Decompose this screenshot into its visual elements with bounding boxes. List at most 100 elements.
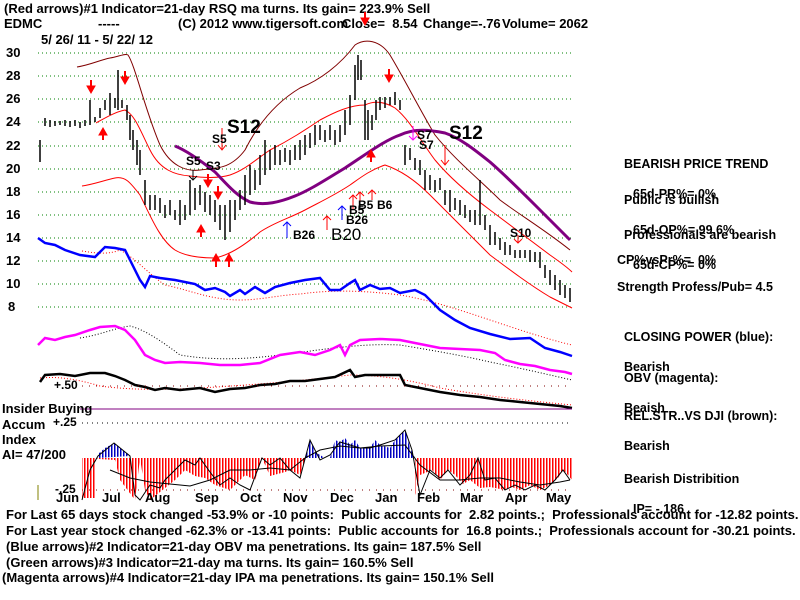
obv-line — [37, 324, 573, 376]
closing-power-block: CLOSING POWER (blue): Bearish — [617, 315, 773, 375]
svg-text:B26: B26 — [346, 213, 368, 227]
lower-band — [81, 164, 573, 309]
strength-ratio: Strength Profess/Pub= 4.5 — [617, 280, 773, 294]
svg-text:8: 8 — [8, 299, 15, 314]
ticker-dashes: ----- — [98, 16, 120, 31]
svg-text:14: 14 — [6, 230, 21, 245]
relstr-value: Bearish — [623, 439, 670, 453]
svg-text:S5: S5 — [212, 132, 227, 146]
svg-text:Feb: Feb — [417, 490, 440, 505]
svg-text:24: 24 — [6, 114, 21, 129]
svg-text:S7: S7 — [419, 138, 434, 152]
relstr-line — [38, 368, 573, 410]
svg-text:28: 28 — [6, 68, 20, 83]
index-label: Index — [2, 432, 36, 447]
cp-vs-pr: CP%vsPr%= 0% — [617, 253, 717, 267]
closing-power-line — [37, 236, 573, 358]
insider-buying-label: Insider Buying — [2, 401, 93, 416]
svg-text:Jan: Jan — [375, 490, 397, 505]
close-value: Close= 8.54 — [342, 16, 418, 31]
svg-text:May: May — [546, 490, 572, 505]
public-value: 65d-OP%= 99.6% — [633, 223, 735, 237]
price-trend-value: 65d-PR%= 0% — [633, 187, 717, 201]
moving-average-line — [174, 128, 572, 242]
footer-indicator-2: (Blue arrows)#2 Indicator=21-day OBV ma … — [6, 539, 482, 554]
price-trend-title: BEARISH PRICE TREND — [623, 157, 769, 171]
x-axis-months: Jun Jul Aug Sep Oct Nov Dec Jan Feb Mar Apr May — [56, 490, 572, 505]
svg-text:16: 16 — [6, 207, 20, 222]
signal-labels: S12 S12 S5 S5 S3 S7 S7 S10 B26 B26 B20 B… — [186, 117, 532, 244]
professionals-value: 65d-CP%= 0% — [633, 258, 717, 272]
change-value: Change=-.76 — [423, 16, 501, 31]
svg-text:S3: S3 — [206, 159, 221, 173]
distribution-title: Bearish Distribition — [623, 472, 740, 486]
relstr-dotted-ma — [39, 374, 573, 406]
svg-text:B5: B5 — [358, 198, 374, 212]
closing-power-value: Bearish — [623, 360, 670, 374]
indicator-1-line: (Red arrows)#1 Indicator=21-day RSQ ma t… — [4, 1, 431, 16]
relstr-title: REL.STR..VS DJI (brown): — [623, 409, 778, 423]
closing-power-dotted-ma — [81, 249, 573, 346]
footer-indicator-4: (Magenta arrows)#4 Indicator=21-day IPA … — [2, 570, 495, 585]
svg-text:22: 22 — [6, 138, 20, 153]
svg-text:B26: B26 — [293, 228, 315, 242]
distribution-block: Bearish Distribition IP= -.186 — [617, 457, 739, 532]
accum-index-line — [81, 429, 571, 501]
svg-text:Jun: Jun — [56, 490, 79, 505]
svg-text:12: 12 — [6, 253, 20, 268]
obv-block: OBV (magenta): Beaish — [617, 356, 718, 416]
svg-text:Sep: Sep — [195, 490, 219, 505]
magenta-signal-arrows — [408, 126, 418, 141]
blue-signal-arrows — [282, 205, 347, 238]
red-signal-arrows — [86, 12, 523, 267]
svg-text:Nov: Nov — [283, 490, 308, 505]
svg-text:S5: S5 — [186, 154, 201, 168]
footer-year: For Last year stock changed -62.3% or -1… — [6, 523, 796, 538]
plus50-label: +.50 — [54, 378, 78, 392]
y-axis-labels: 30 28 26 24 22 20 18 16 14 12 10 8 — [6, 45, 21, 314]
svg-text:B6: B6 — [377, 198, 393, 212]
grid-lines — [38, 52, 572, 308]
svg-text:S10: S10 — [510, 226, 532, 240]
ai-value: AI= 47/200 — [2, 447, 66, 462]
svg-text:Apr: Apr — [505, 490, 527, 505]
relstr-block: REL.STR..VS DJI (brown): Bearish — [617, 394, 777, 454]
volume-value: Volume= 2062 — [502, 16, 589, 31]
svg-text:Oct: Oct — [240, 490, 262, 505]
svg-text:S12: S12 — [227, 117, 261, 138]
date-range: 5/ 26/ 11 - 5/ 22/ 12 — [41, 32, 154, 47]
accum-label: Accum — [2, 417, 46, 432]
footer-65day: For Last 65 days stock changed -53.9% or… — [6, 507, 799, 522]
svg-text:S7: S7 — [417, 128, 432, 142]
accum-ma-line — [109, 444, 571, 487]
black-signal-arrows — [188, 170, 198, 181]
plus25-label: +.25 — [53, 415, 77, 429]
obv-title: OBV (magenta): — [623, 371, 719, 385]
svg-text:Jul: Jul — [102, 490, 121, 505]
distribution-value: IP= -.186 — [633, 502, 685, 516]
svg-text:20: 20 — [6, 161, 20, 176]
public-title: Public is bullish — [623, 193, 720, 207]
svg-text:S12: S12 — [449, 123, 483, 144]
upper-outer-band — [76, 40, 571, 251]
copyright-text: (C) 2012 www.tigersoft.com — [178, 16, 348, 31]
svg-text:Dec: Dec — [330, 490, 354, 505]
public-block: Public is bullish 65d-OP%= 99.6% — [617, 178, 734, 253]
svg-text:Aug: Aug — [145, 490, 170, 505]
obv-dotted-ma — [79, 325, 573, 381]
ticker-symbol: EDMC — [4, 16, 43, 31]
svg-text:B5: B5 — [349, 203, 365, 217]
minus25-label: -.25 — [55, 482, 76, 496]
svg-text:Mar: Mar — [460, 490, 483, 505]
footer-indicator-3: (Green arrows)#3 Indicator=21-day ma tur… — [6, 555, 414, 570]
closing-power-title: CLOSING POWER (blue): — [623, 330, 774, 344]
svg-text:10: 10 — [6, 276, 20, 291]
svg-text:B20: B20 — [331, 225, 361, 244]
professionals-title: Professionals are bearish — [623, 228, 777, 242]
professionals-block: Professionals are bearish 65d-CP%= 0% — [617, 213, 776, 288]
svg-text:26: 26 — [6, 91, 20, 106]
svg-text:18: 18 — [6, 184, 20, 199]
upper-band — [95, 101, 573, 273]
obv-value: Beaish — [623, 401, 665, 415]
